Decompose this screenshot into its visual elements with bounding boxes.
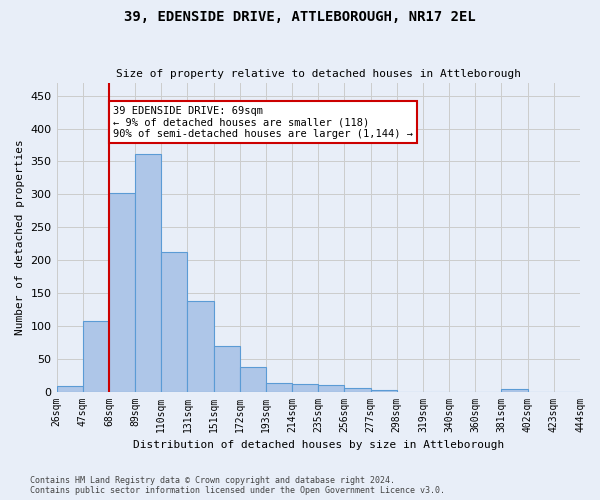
Y-axis label: Number of detached properties: Number of detached properties	[15, 139, 25, 335]
X-axis label: Distribution of detached houses by size in Attleborough: Distribution of detached houses by size …	[133, 440, 504, 450]
Bar	[292, 384, 318, 392]
Title: Size of property relative to detached houses in Attleborough: Size of property relative to detached ho…	[116, 69, 521, 79]
Bar	[161, 252, 187, 392]
Bar	[187, 301, 214, 392]
Bar	[502, 389, 527, 392]
Text: Contains HM Land Registry data © Crown copyright and database right 2024.
Contai: Contains HM Land Registry data © Crown c…	[30, 476, 445, 495]
Bar	[344, 388, 371, 392]
Bar	[240, 366, 266, 392]
Bar	[266, 383, 292, 392]
Bar	[371, 390, 397, 392]
Text: 39, EDENSIDE DRIVE, ATTLEBOROUGH, NR17 2EL: 39, EDENSIDE DRIVE, ATTLEBOROUGH, NR17 2…	[124, 10, 476, 24]
Text: 39 EDENSIDE DRIVE: 69sqm
← 9% of detached houses are smaller (118)
90% of semi-d: 39 EDENSIDE DRIVE: 69sqm ← 9% of detache…	[113, 106, 413, 139]
Bar	[214, 346, 240, 392]
Bar	[83, 320, 109, 392]
Bar	[109, 193, 135, 392]
Bar	[56, 386, 83, 392]
Bar	[135, 154, 161, 392]
Bar	[318, 385, 344, 392]
